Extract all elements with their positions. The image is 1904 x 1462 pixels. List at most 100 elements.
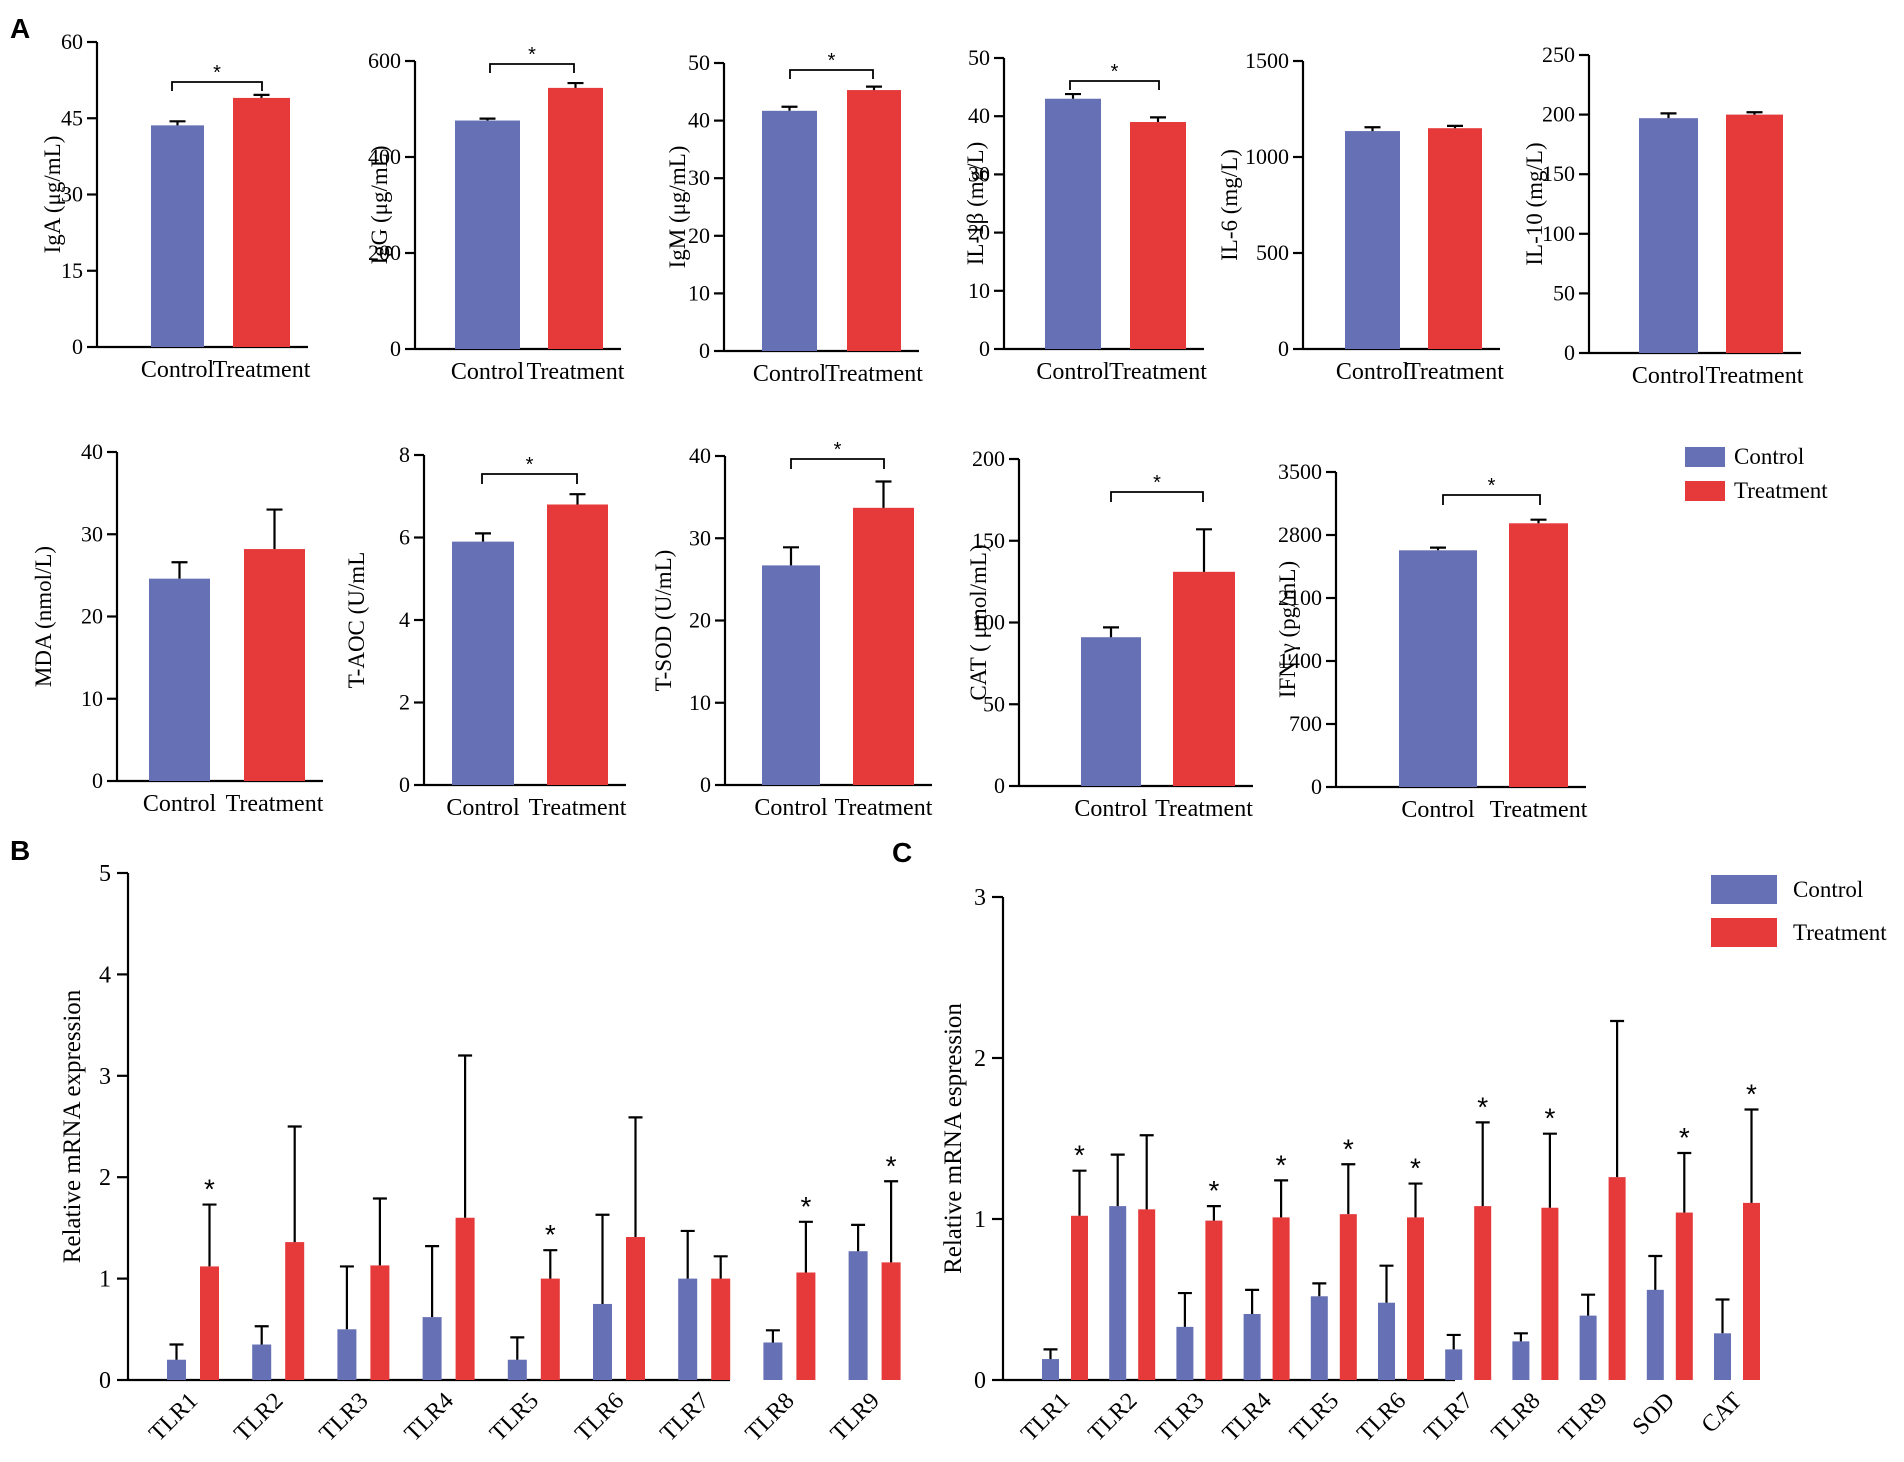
y-tick-label: 500 [1256, 240, 1289, 265]
bar-treatment [853, 507, 914, 785]
y-tick-label: 8 [399, 442, 410, 467]
error-bar [567, 81, 584, 88]
y-tick-label: 30 [689, 525, 711, 550]
error-bar [1103, 626, 1119, 638]
y-tick-label: 2 [99, 1165, 111, 1191]
x-tick-label: Control [753, 361, 827, 387]
error-bar [169, 120, 186, 126]
x-tick-label: TLR7 [656, 1388, 715, 1447]
y-tick-label: 0 [72, 334, 83, 359]
x-tick-label: TLR1 [1016, 1388, 1075, 1447]
y-tick-label: 40 [688, 108, 710, 133]
significance-star: * [1544, 1103, 1555, 1134]
panel-label-c: C [892, 837, 912, 868]
bar-control-tlr9 [1579, 1315, 1597, 1380]
chart-taoc: 0 2 4 6 8 Control Treatment T-AOC (U/mL * [344, 442, 627, 821]
error-bar [1065, 92, 1081, 99]
error-bar [765, 1329, 780, 1343]
error-bar [266, 508, 283, 550]
significance-bracket [1069, 80, 1160, 90]
bar-treatment-tlr7 [711, 1278, 731, 1380]
y-tick-label: 50 [1553, 280, 1575, 305]
bar-control [455, 120, 520, 350]
x-tick-label: Control [754, 795, 828, 821]
bar-treatment-tlr6 [1407, 1217, 1424, 1380]
y-tick-label: 1 [99, 1267, 111, 1293]
y-tick-label: 10 [689, 690, 711, 715]
x-tick-label: Control [451, 359, 525, 385]
bar-control-tlr5 [1310, 1296, 1328, 1380]
y-tick-label: 0 [994, 773, 1005, 798]
y-tick-label: 20 [81, 604, 103, 629]
error-bar [1446, 1333, 1461, 1350]
y-tick-label: 10 [81, 686, 103, 711]
y-tick-label: 30 [968, 161, 990, 186]
y-tick-label: 50 [983, 691, 1005, 716]
x-tick-label: Control [1074, 796, 1148, 822]
bar-control-sod [1646, 1289, 1664, 1380]
bar-control-cat [1714, 1333, 1731, 1380]
bar-treatment [548, 87, 603, 349]
bar-control-tlr2 [252, 1344, 272, 1380]
y-tick-label: 1 [974, 1207, 986, 1233]
error-bar [866, 85, 882, 91]
error-bar [680, 1229, 695, 1279]
significance-star: * [1410, 1153, 1421, 1184]
y-tick-label: 10 [688, 280, 710, 305]
error-bar [510, 1336, 525, 1360]
bar-treatment-tlr1 [1071, 1215, 1088, 1380]
y-tick-label: 0 [979, 336, 990, 361]
error-bar [783, 546, 799, 566]
significance-bracket [1442, 494, 1541, 505]
y-tick-label: 4 [399, 607, 410, 632]
bar-control-tlr6 [1378, 1302, 1395, 1380]
error-bar [569, 493, 586, 505]
y-tick-label: 40 [689, 443, 711, 468]
legend-c-treatment-swatch [1711, 918, 1777, 947]
x-tick-label: TLR5 [485, 1388, 544, 1447]
bar-control-tlr3 [1176, 1326, 1194, 1380]
bar-control-tlr5 [507, 1359, 527, 1380]
bar-control [762, 565, 820, 785]
bar-control [1345, 131, 1400, 349]
y-tick-label: 50 [688, 50, 710, 75]
error-bar [1150, 116, 1166, 123]
significance-star: * [1111, 61, 1119, 83]
bar-treatment-tlr3 [1205, 1220, 1223, 1380]
y-tick-label: 0 [700, 772, 711, 797]
y-axis-label: IgA (μg/mL) [40, 136, 65, 254]
x-tick-label: Control [1401, 797, 1475, 823]
significance-star: * [526, 454, 534, 476]
error-bar [339, 1265, 354, 1330]
error-bar [1196, 528, 1212, 572]
error-bar [1274, 1179, 1289, 1218]
y-axis-label: IL-1β (mg/L) [963, 142, 988, 265]
error-bar [781, 105, 798, 111]
significance-star: * [1488, 475, 1496, 497]
error-bar [1245, 1288, 1260, 1314]
y-tick-label: 0 [974, 1368, 986, 1394]
y-axis-label: Relative mRNA expression [59, 989, 86, 1263]
x-tick-label: TLR9 [1554, 1388, 1613, 1447]
error-bar [479, 117, 496, 121]
x-tick-label: Treatment [1155, 796, 1253, 822]
bar-treatment-tlr5 [1339, 1214, 1357, 1380]
bar-control-tlr1 [167, 1359, 186, 1380]
bar-treatment [244, 549, 305, 781]
error-bar [875, 480, 892, 508]
bar-treatment [233, 97, 290, 348]
legend-c-control-swatch [1711, 875, 1777, 904]
bar-control-tlr6 [593, 1303, 612, 1380]
bar-treatment [1173, 571, 1235, 786]
bar-treatment [847, 90, 901, 352]
chart-ifng: 0 700 1400 2100 2800 3500 Control Treatment IFN-… [1275, 459, 1588, 823]
significance-star: * [545, 1219, 556, 1250]
bar-control [151, 125, 204, 347]
error-bar [287, 1125, 302, 1243]
bar-treatment-tlr6 [626, 1237, 645, 1380]
y-tick-label: 100 [972, 610, 1005, 635]
y-tick-label: 200 [368, 240, 401, 265]
significance-bracket [481, 473, 578, 484]
error-bar [1660, 112, 1677, 119]
